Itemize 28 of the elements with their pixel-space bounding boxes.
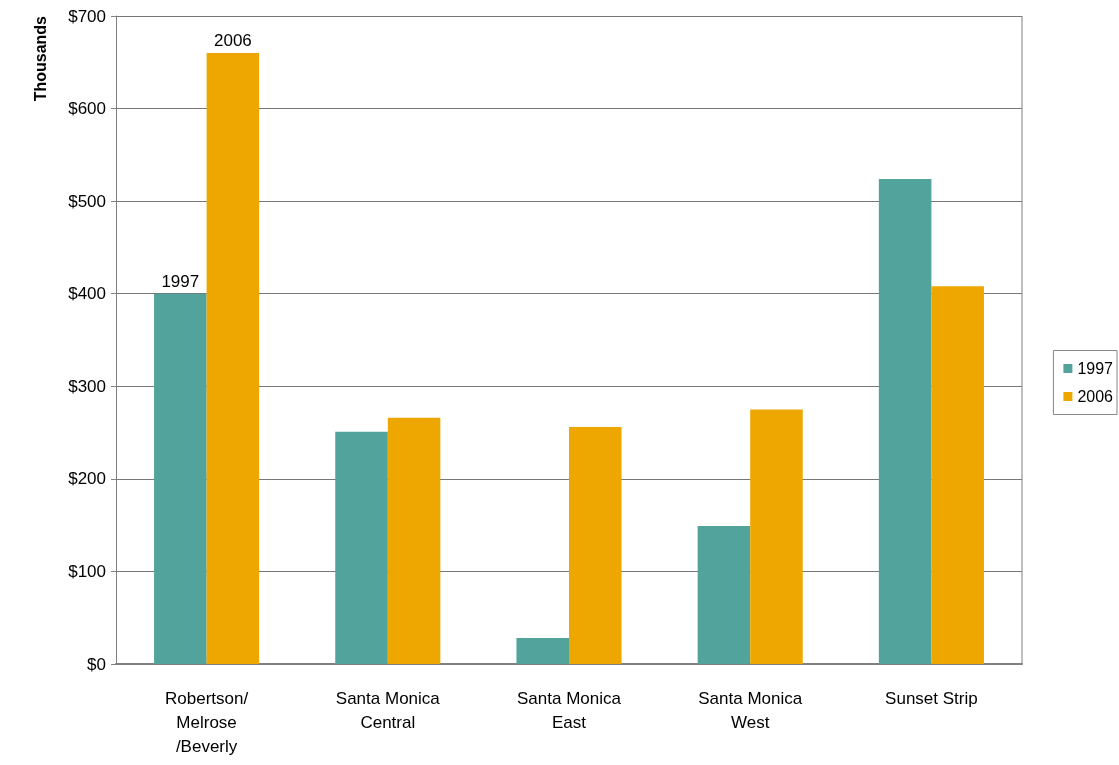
legend-label: 1997	[1077, 360, 1114, 377]
bar	[750, 409, 803, 664]
y-tick-label: $200	[68, 469, 106, 489]
bar	[931, 286, 984, 664]
bar	[516, 638, 569, 664]
x-tick-label: Santa Monica Central	[335, 688, 441, 732]
y-tick-label: $0	[87, 654, 106, 674]
bar	[335, 431, 388, 664]
y-tick-label: $100	[68, 561, 106, 581]
y-tick-label: $700	[68, 6, 106, 26]
y-tick-label: $300	[68, 376, 106, 396]
y-axis-title: Thousands	[31, 15, 49, 102]
y-tick-label: $400	[68, 284, 106, 304]
legend-label: 2006	[1077, 388, 1114, 405]
bar	[878, 178, 932, 664]
x-tick-label: Santa Monica West	[698, 688, 803, 732]
bar	[154, 293, 207, 664]
annotation: 1997	[161, 271, 200, 291]
bar	[697, 526, 751, 664]
x-tick-label: Sunset Strip	[885, 688, 978, 708]
bar	[569, 427, 622, 664]
bar	[206, 53, 260, 664]
x-tick-label: Robertson/ Melrose /Beverly	[165, 688, 249, 756]
x-tick-label: Santa Monica East	[517, 688, 622, 732]
bar	[387, 417, 441, 664]
y-tick-label: $500	[68, 191, 106, 211]
y-tick-label: $600	[68, 99, 106, 119]
annotation: 2006	[213, 31, 252, 51]
